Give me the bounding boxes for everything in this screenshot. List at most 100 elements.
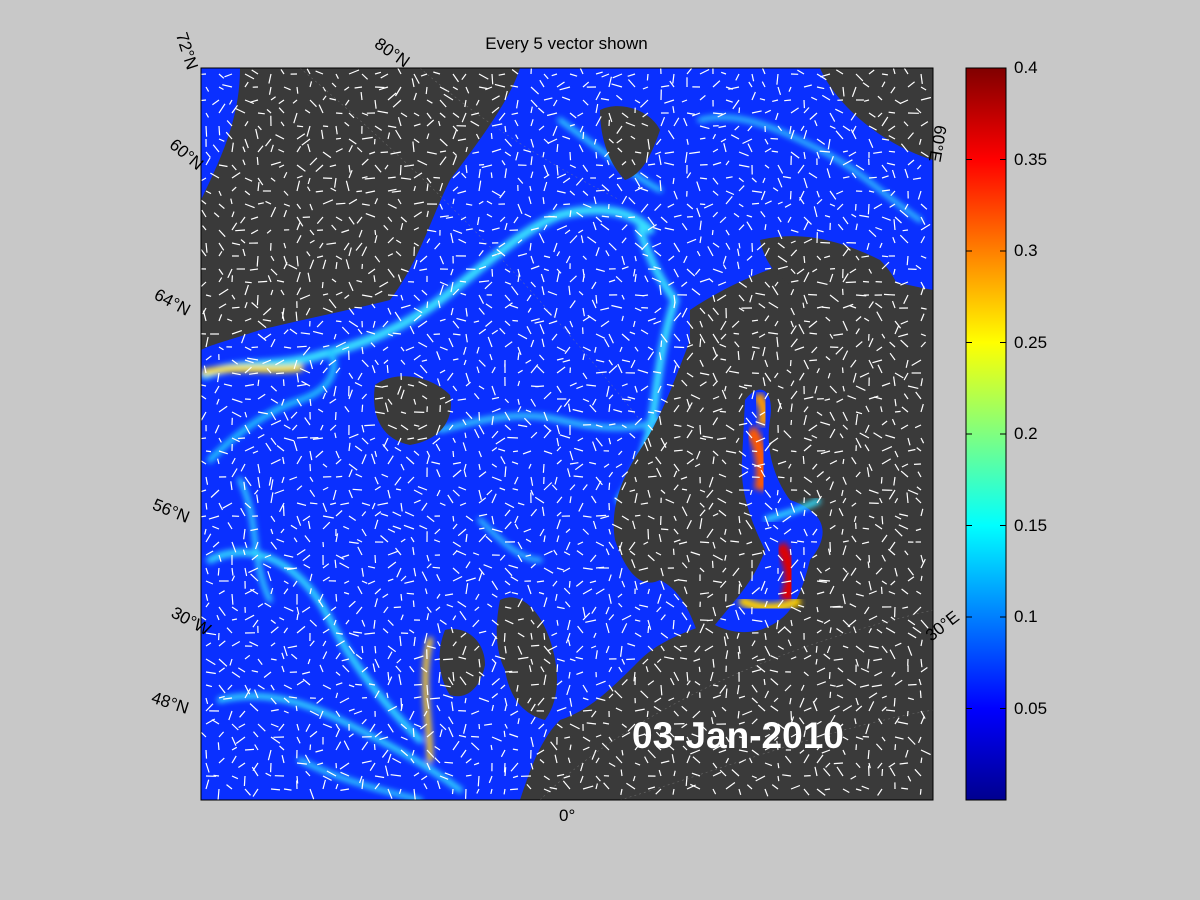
vector-arrow: [420, 667, 428, 673]
vector-arrow: [403, 524, 415, 530]
vector-arrow: [335, 202, 346, 205]
vector-arrow: [395, 129, 402, 140]
vector-arrow: [335, 475, 343, 478]
vector-arrow: [491, 95, 500, 101]
vector-arrow: [829, 125, 836, 130]
vector-arrow: [764, 315, 770, 322]
vector-arrow: [708, 502, 714, 510]
vector-arrow: [374, 450, 378, 457]
vector-arrow: [400, 424, 409, 431]
vector-arrow: [604, 338, 610, 348]
vector-arrow: [699, 338, 702, 348]
vector-arrow: [640, 690, 649, 699]
vector-arrow: [816, 733, 826, 738]
vector-arrow: [364, 424, 376, 427]
vector-arrow: [543, 729, 548, 738]
vector-arrow: [309, 710, 320, 717]
vector-arrow: [343, 740, 350, 751]
vector-arrow: [842, 736, 849, 741]
vector-arrow: [452, 489, 460, 497]
vector-arrow: [530, 227, 539, 231]
vector-arrow: [681, 488, 688, 491]
vector-arrow: [728, 86, 740, 90]
vector-arrow: [400, 703, 404, 712]
vector-arrow: [920, 558, 926, 569]
vector-arrow: [889, 541, 896, 551]
vector-arrow: [231, 606, 239, 612]
vector-arrow: [478, 328, 487, 335]
vector-arrow: [410, 758, 415, 764]
vector-arrow: [686, 344, 694, 348]
vector-arrow: [251, 766, 259, 777]
vector-arrow: [647, 317, 656, 322]
vector-arrow: [276, 372, 285, 375]
vector-arrow: [620, 645, 623, 657]
vector-arrow: [891, 671, 896, 678]
vector-arrow: [433, 71, 441, 75]
vector-arrow: [897, 721, 909, 725]
vector-arrow: [659, 352, 662, 361]
vector-arrow: [559, 434, 571, 439]
vector-arrow: [413, 259, 418, 270]
vector-arrow: [803, 509, 806, 517]
vector-arrow: [812, 268, 818, 273]
vector-arrow: [504, 723, 508, 729]
vector-arrow: [656, 174, 662, 179]
vector-arrow: [720, 358, 727, 361]
vector-arrow: [605, 622, 610, 634]
vector-arrow: [816, 86, 825, 90]
vector-arrow: [280, 528, 285, 534]
vector-arrow: [912, 177, 922, 180]
vector-arrow: [439, 684, 451, 688]
vector-arrow: [418, 424, 428, 430]
vector-arrow: [893, 476, 896, 486]
vector-arrow: [279, 745, 285, 751]
vector-arrow: [302, 346, 311, 356]
vector-arrow: [358, 229, 363, 238]
vector-arrow: [819, 150, 831, 153]
vector-arrow: [625, 121, 636, 127]
vector-arrow: [461, 172, 467, 179]
vector-arrow: [813, 697, 818, 703]
vector-arrow: [699, 320, 703, 328]
vector-arrow: [296, 485, 303, 491]
vector-arrow: [517, 502, 525, 506]
vector-arrow: [629, 331, 636, 335]
vector-arrow: [575, 580, 584, 587]
vector-arrow: [633, 268, 636, 277]
vector-arrow: [803, 396, 814, 400]
vector-arrow: [335, 682, 343, 686]
vector-arrow: [498, 448, 506, 452]
vector-arrow: [593, 138, 597, 145]
vector-arrow: [517, 656, 529, 660]
vector-arrow: [698, 666, 701, 673]
vector-arrow: [510, 85, 519, 88]
vector-arrow: [517, 618, 524, 621]
vector-arrow: [371, 365, 376, 374]
vector-arrow: [335, 341, 346, 348]
vector-arrow: [712, 580, 722, 584]
vector-arrow: [212, 525, 220, 530]
vector-arrow: [413, 172, 423, 179]
vector-arrow: [439, 203, 444, 210]
vector-arrow: [790, 656, 797, 660]
vector-arrow: [399, 164, 402, 176]
vector-arrow: [641, 242, 649, 251]
vector-arrow: [556, 680, 563, 686]
vector-arrow: [920, 333, 926, 337]
vector-arrow: [811, 510, 818, 517]
vector-arrow: [270, 684, 275, 691]
vector-arrow: [634, 417, 643, 426]
vector-arrow: [894, 567, 898, 577]
vector-arrow: [257, 424, 263, 430]
vector-arrow: [411, 78, 415, 88]
vector-arrow: [824, 788, 831, 791]
vector-arrow: [475, 593, 480, 601]
vector-arrow: [800, 125, 805, 132]
vector-arrow: [712, 242, 720, 248]
vector-arrow: [562, 359, 571, 363]
vector-arrow: [842, 159, 853, 166]
vector-arrow: [626, 658, 636, 661]
vector-arrow: [371, 453, 376, 465]
vector-arrow: [333, 333, 337, 340]
